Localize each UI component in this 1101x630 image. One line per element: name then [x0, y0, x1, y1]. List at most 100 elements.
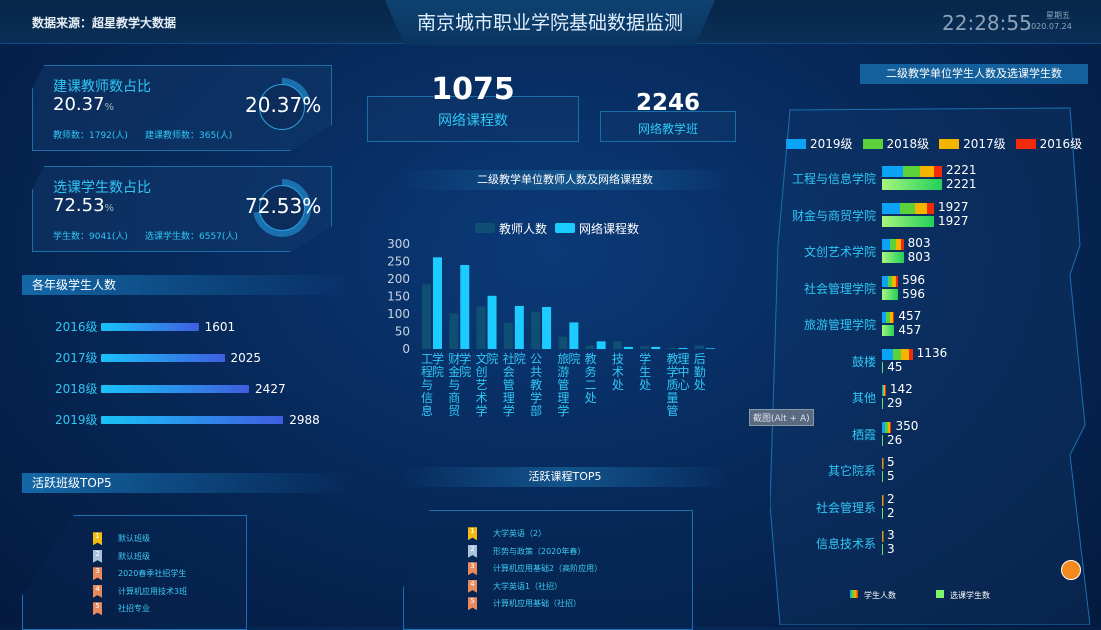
x-tick-label: 学: [459, 351, 471, 366]
x-tick-label: 学: [557, 403, 569, 418]
value-label: 2: [887, 493, 895, 505]
legend-swatch: [939, 139, 959, 149]
stacked-bar: [882, 385, 886, 396]
card-value: 72.53%: [53, 195, 114, 216]
legend-swatch: [555, 223, 575, 233]
value-label: 2221: [946, 178, 977, 190]
grade-bar: [101, 323, 199, 331]
bar-teachers: [640, 346, 649, 349]
bar-teachers: [667, 348, 676, 349]
bar-teachers: [449, 313, 458, 349]
legend-swatch: [863, 139, 883, 149]
value-label: 26: [887, 434, 902, 446]
legend-label: 教师人数: [499, 221, 547, 236]
bar-segment: [885, 385, 886, 396]
card-stat: 建课教师数：365(人): [145, 128, 232, 141]
x-tick-label: 生: [639, 365, 651, 379]
y-tick-label: 200: [387, 272, 410, 286]
network-monitor-widget[interactable]: [1061, 560, 1081, 580]
grade-value: 1601: [205, 320, 236, 334]
item-label: 大学英语1（社招）: [493, 581, 562, 592]
x-tick-label: 与: [448, 378, 460, 392]
grade-bar: [101, 416, 283, 424]
weekday: 星期五: [1040, 10, 1070, 21]
card-title: 建课教师数占比: [53, 76, 151, 96]
bar-segment: [909, 349, 913, 360]
x-tick-label: 技: [612, 352, 624, 366]
x-tick-label: 信: [421, 391, 433, 405]
bar-segment: [903, 166, 920, 177]
bar-courses: [460, 265, 469, 349]
x-tick-label: 与: [421, 378, 433, 392]
x-tick-label: 教: [585, 351, 597, 366]
stacked-bar: [882, 166, 942, 177]
bar-teachers: [586, 346, 595, 350]
bar-teachers: [504, 323, 513, 349]
x-tick-label: 公: [530, 352, 542, 366]
card-value: 20.37%: [53, 94, 114, 115]
bar-teachers: [422, 284, 431, 349]
bar-segment: [882, 203, 900, 214]
right-legend: 学生人数 选课学生数: [850, 590, 990, 601]
value-label: 1927: [938, 215, 969, 227]
category-label: 财金与商贸学院: [780, 207, 876, 224]
stacked-bar: [882, 312, 894, 323]
section-title: 活跃班级TOP5: [22, 473, 352, 493]
item-label: 2020春季社招学生: [118, 568, 186, 579]
x-tick-label: 艺: [476, 378, 488, 392]
x-tick-label: 院: [487, 352, 499, 366]
legend-label: 网络课程数: [579, 221, 639, 236]
x-tick-label: 处: [694, 378, 706, 392]
bar-courses: [706, 348, 715, 349]
legend-label: 2019级: [810, 135, 853, 152]
rank-badge-icon: 4: [93, 585, 102, 598]
category-label: 工程与信息学院: [780, 170, 876, 187]
bar-courses: [488, 296, 497, 349]
bar-segment: [890, 422, 891, 433]
grade-row: 2016级 1601: [55, 318, 235, 335]
page-title: 南京城市职业学院基础数据监测: [385, 0, 715, 46]
x-tick-label: 贸: [448, 404, 460, 418]
clock: 22:28:55: [942, 11, 1032, 35]
grade-value: 2988: [289, 413, 320, 427]
item-label: 默认班级: [118, 533, 150, 544]
x-tick-label: 学: [639, 351, 651, 366]
value-label: 3: [887, 529, 895, 541]
x-tick-label: 商: [448, 390, 460, 405]
stacked-bar: [882, 239, 904, 250]
x-tick-label: 管: [666, 403, 678, 418]
selected-bar: [882, 471, 883, 482]
selected-bar: [882, 179, 942, 190]
y-tick-label: 0: [402, 342, 410, 356]
selected-bar: [882, 544, 883, 555]
x-tick-label: 理: [557, 391, 569, 405]
bar-teachers: [613, 341, 622, 349]
selected-bar: [882, 398, 883, 409]
bar-teachers: [558, 337, 567, 349]
bar-segment: [934, 166, 942, 177]
x-tick-label: 术: [476, 391, 488, 405]
value-label: 3: [887, 543, 895, 555]
grade-value: 2427: [255, 382, 286, 396]
grade-label: 2016级: [55, 318, 95, 335]
x-tick-label: 务: [585, 364, 597, 379]
student-ratio-card: 选课学生数占比 72.53% 72.53% 学生数：9041(人) 选课学生数：…: [32, 166, 332, 252]
bar-segment: [882, 349, 893, 360]
item-label: 默认班级: [118, 551, 150, 562]
stacked-bar: [882, 531, 883, 542]
x-tick-label: 院: [432, 365, 444, 379]
rank-badge-icon: 3: [468, 562, 477, 575]
category-label: 旅游管理学院: [780, 316, 876, 333]
bar-segment: [882, 166, 903, 177]
x-tick-label: 学: [503, 403, 515, 418]
teacher-ratio-card: 建课教师数占比 20.37% 20.37% 教师数：1792(人) 建课教师数：…: [32, 65, 332, 151]
y-tick-label: 100: [387, 307, 410, 321]
value-label: 803: [908, 237, 931, 249]
section-title: 各年级学生人数: [22, 275, 352, 295]
